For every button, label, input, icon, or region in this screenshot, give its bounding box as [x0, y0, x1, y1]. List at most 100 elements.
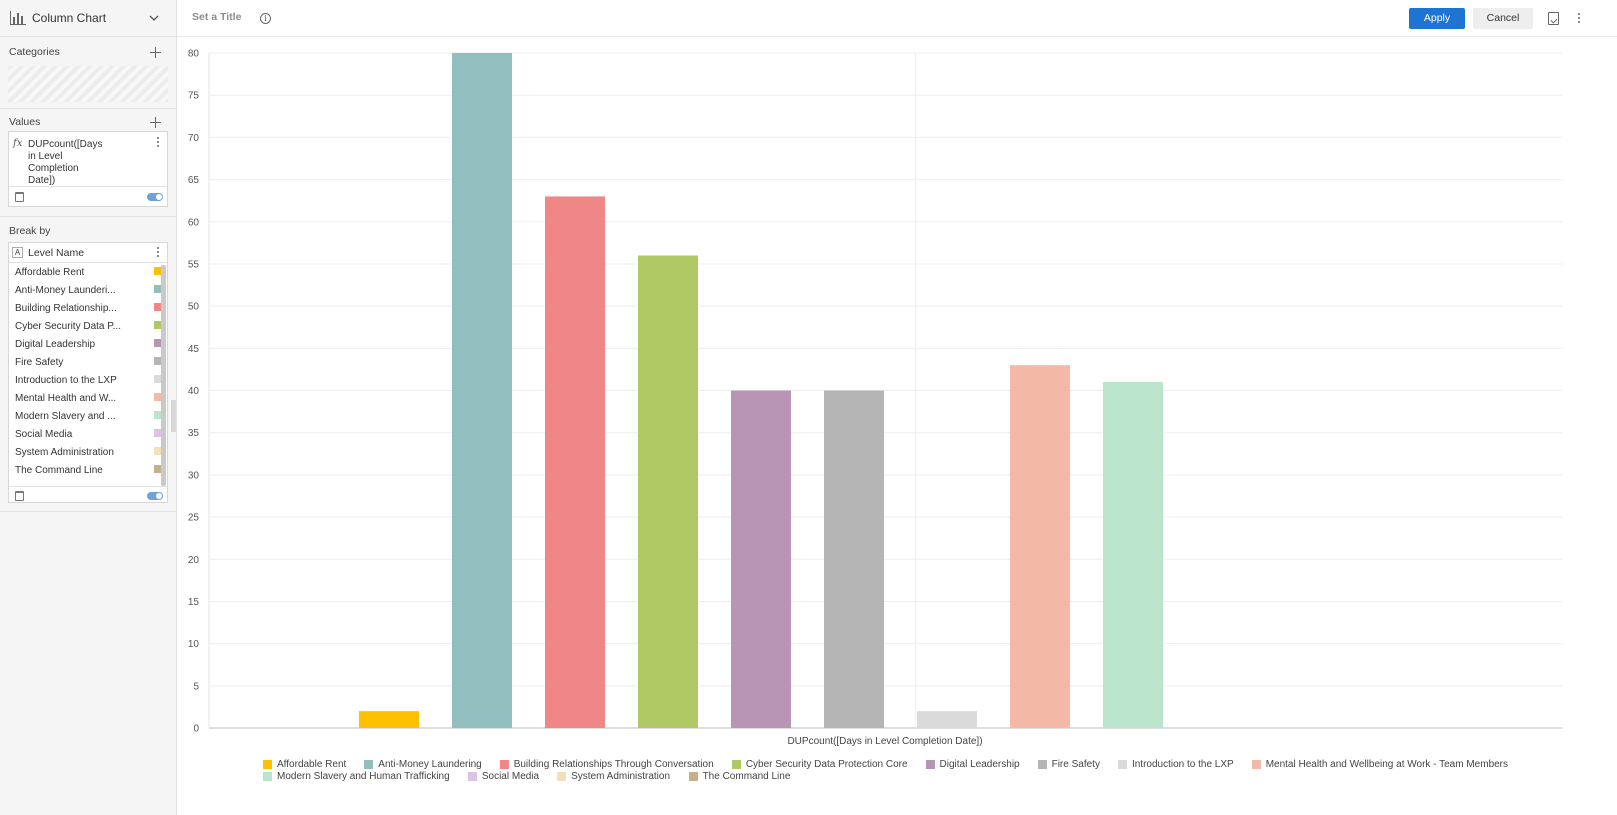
info-icon[interactable]: i	[260, 13, 271, 24]
legend-swatch	[1037, 760, 1047, 769]
list-item-label: Modern Slavery and ...	[15, 411, 116, 422]
bar[interactable]	[638, 255, 698, 729]
bar[interactable]	[731, 390, 791, 729]
list-item[interactable]: Building Relationship...	[15, 300, 162, 318]
list-item[interactable]: Anti-Money Launderi...	[15, 282, 162, 300]
categories-title: Categories	[9, 46, 60, 58]
chart-type-selector[interactable]: Column Chart	[0, 0, 176, 37]
color-swatch[interactable]	[154, 411, 162, 419]
categories-drop-zone[interactable]	[8, 66, 168, 102]
chart-type-label: Column Chart	[32, 11, 107, 25]
bar[interactable]	[1103, 382, 1163, 728]
color-swatch[interactable]	[154, 375, 162, 383]
list-item[interactable]: Fire Safety	[15, 354, 162, 372]
list-item[interactable]: Introduction to the LXP	[15, 372, 162, 390]
value-options-icon[interactable]	[157, 137, 160, 148]
list-item-label: Affordable Rent	[15, 267, 85, 278]
y-tick-label: 60	[188, 217, 200, 228]
divider	[9, 486, 167, 487]
legend-swatch	[467, 772, 477, 781]
y-tick-label: 25	[188, 513, 200, 524]
divider	[0, 108, 176, 109]
list-item[interactable]: System Administration	[15, 444, 162, 462]
legend-label: Introduction to the LXP	[1131, 759, 1234, 770]
legend-swatch	[364, 760, 374, 769]
value-expression: DUPcount([Days in Level Completion Date]…	[28, 139, 103, 186]
legend-swatch	[499, 760, 509, 769]
apply-button[interactable]: Apply	[1409, 8, 1465, 29]
color-swatch[interactable]	[154, 393, 162, 401]
color-swatch[interactable]	[154, 321, 162, 329]
list-item-label: Anti-Money Launderi...	[15, 285, 116, 296]
legend-swatch	[731, 760, 741, 769]
document-check-icon[interactable]	[1548, 12, 1559, 25]
bar[interactable]	[545, 196, 605, 728]
break-by-field[interactable]: A Level Name Affordable Rent Anti-Money …	[8, 242, 168, 503]
break-options-icon[interactable]	[157, 247, 160, 258]
text-type-icon: A	[12, 247, 23, 258]
y-tick-label: 30	[188, 470, 200, 481]
y-tick-label: 45	[188, 344, 200, 355]
break-by-header[interactable]: A Level Name	[9, 243, 167, 263]
y-tick-label: 50	[188, 302, 200, 313]
legend-swatch	[925, 760, 935, 769]
y-tick-label: 80	[188, 49, 200, 60]
more-options-icon[interactable]	[1578, 13, 1581, 24]
color-swatch[interactable]	[154, 303, 162, 311]
y-tick-label: 15	[188, 597, 200, 608]
bar[interactable]	[359, 711, 419, 728]
chevron-down-icon[interactable]	[148, 13, 160, 23]
color-swatch[interactable]	[154, 267, 162, 275]
list-item-label: Cyber Security Data P...	[15, 321, 121, 332]
trash-icon[interactable]	[15, 192, 24, 202]
break-by-toggle[interactable]	[147, 492, 163, 500]
formula-icon: fx	[13, 138, 23, 149]
color-swatch[interactable]	[154, 447, 162, 455]
color-swatch[interactable]	[154, 339, 162, 347]
value-field[interactable]: fx DUPcount([Days in Level Completion Da…	[8, 131, 168, 207]
legend-label: Fire Safety	[1051, 759, 1100, 770]
list-item[interactable]: Affordable Rent	[15, 264, 162, 282]
cancel-button[interactable]: Cancel	[1473, 8, 1533, 29]
divider	[0, 216, 176, 217]
list-item-label: Digital Leadership	[15, 339, 96, 350]
legend-label: Digital Leadership	[939, 759, 1020, 770]
color-swatch[interactable]	[154, 465, 162, 473]
list-item[interactable]: Social Media	[15, 426, 162, 444]
add-category-icon[interactable]	[150, 47, 161, 58]
value-toggle[interactable]	[147, 193, 163, 201]
column-chart: 0 5 10 15 20 25 30 35 40 45 50 55 60 65 70 75 80 DUPcount…	[177, 38, 1617, 815]
color-swatch[interactable]	[154, 285, 162, 293]
title-input[interactable]: Set a Title	[192, 11, 242, 23]
y-tick-label: 10	[188, 639, 200, 650]
list-item[interactable]: Cyber Security Data P...	[15, 318, 162, 336]
legend-label: Modern Slavery and Human Trafficking	[277, 771, 450, 782]
column-chart-icon	[10, 11, 26, 25]
color-swatch[interactable]	[154, 429, 162, 437]
break-by-field-name: Level Name	[28, 247, 85, 259]
list-item-label: Fire Safety	[15, 357, 64, 368]
trash-icon[interactable]	[15, 491, 24, 501]
list-item[interactable]: The Command Line	[15, 462, 162, 480]
list-item[interactable]: Digital Leadership	[15, 336, 162, 354]
chart-plot: 0 5 10 15 20 25 30 35 40 45 50 55 60 65 70 75 80 DUPcount…	[188, 49, 1562, 747]
legend-label: Anti-Money Laundering	[378, 759, 482, 770]
list-item-label: Building Relationship...	[15, 303, 117, 314]
bar[interactable]	[917, 711, 977, 728]
list-item[interactable]: Mental Health and W...	[15, 390, 162, 408]
list-item-label: The Command Line	[15, 465, 103, 476]
color-swatch[interactable]	[154, 357, 162, 365]
legend-label: Mental Health and Wellbeing at Work - Te…	[1265, 759, 1509, 770]
bar[interactable]	[1010, 365, 1070, 728]
values-title: Values	[9, 116, 41, 128]
break-by-title: Break by	[9, 225, 51, 237]
y-tick-label: 20	[188, 555, 200, 566]
legend-label: Social Media	[481, 771, 540, 782]
bar[interactable]	[824, 390, 884, 729]
panel-resize-handle[interactable]	[171, 400, 176, 432]
list-item[interactable]: Modern Slavery and ...	[15, 408, 162, 426]
add-value-icon[interactable]	[150, 117, 161, 128]
y-tick-label: 75	[188, 91, 200, 102]
bar[interactable]	[452, 53, 512, 728]
list-scrollbar[interactable]	[161, 265, 166, 486]
